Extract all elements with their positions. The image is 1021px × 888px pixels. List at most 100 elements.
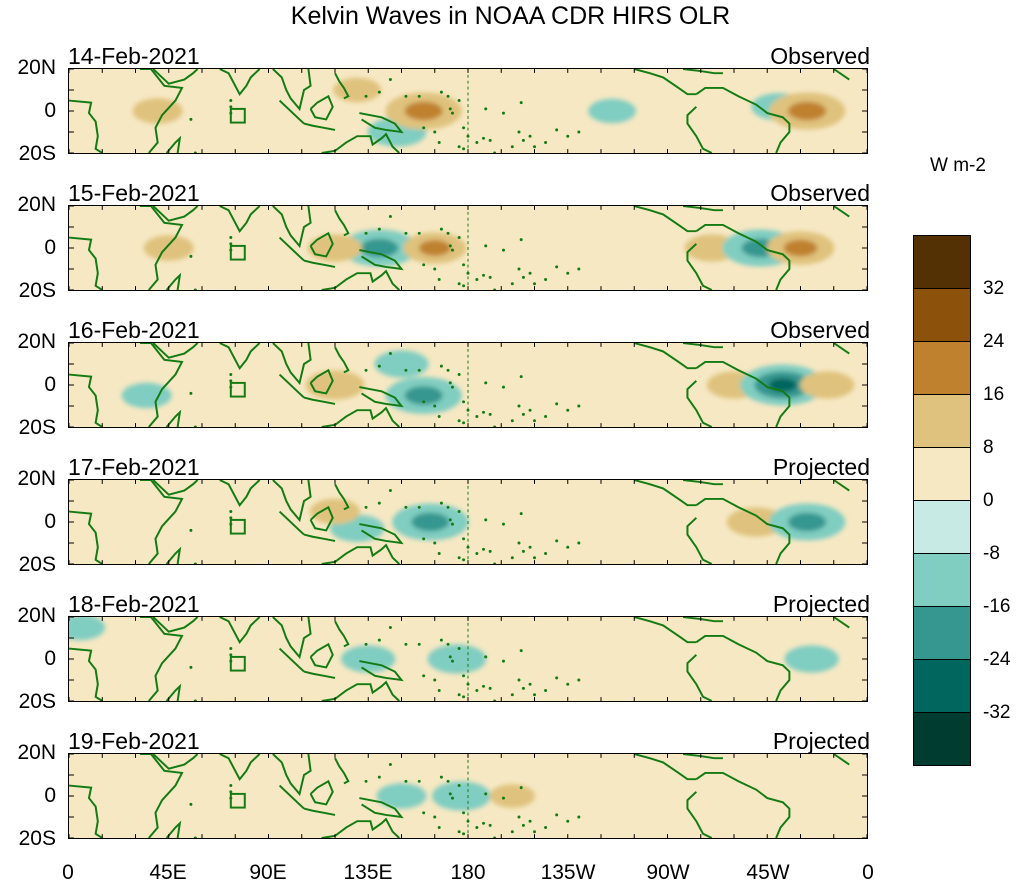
latitude-label: 0: [44, 647, 56, 670]
island-dot: [189, 665, 193, 669]
south-america-coast: [695, 771, 791, 838]
map-panel: 17-Feb-2021 Projected 20N 0 20S: [0, 454, 900, 590]
island-dot: [377, 90, 381, 94]
island-dot: [388, 763, 392, 766]
island-dot: [437, 415, 441, 418]
borneo-coast: [309, 779, 334, 806]
longitude-label: 90W: [646, 861, 690, 884]
panel-date: 19-Feb-2021: [68, 728, 200, 754]
island-dot: [229, 373, 233, 376]
island-dot: [544, 141, 548, 144]
island-dot: [501, 111, 505, 115]
southeast-asia-coast: [272, 206, 312, 249]
island-dot: [533, 556, 536, 560]
island-dot: [510, 419, 514, 423]
latitude-label: 20N: [17, 56, 56, 79]
island-dot: [519, 512, 523, 516]
island-dot: [229, 784, 233, 787]
latitude-label: 20N: [17, 330, 56, 353]
island-dot: [229, 653, 233, 657]
longitude-label: 180: [450, 861, 486, 884]
south-america-west-coast: [686, 517, 713, 564]
borneo-coast: [309, 231, 334, 258]
island-dot: [404, 94, 408, 98]
prime-meridian-coast: [833, 617, 850, 629]
new-guinea-coast: [359, 249, 404, 271]
olr-anomaly-field: [69, 206, 867, 290]
island-dot: [189, 802, 193, 806]
island-dot: [457, 556, 461, 560]
longitude-label: 45E: [149, 861, 187, 884]
island-dot: [422, 674, 426, 678]
island-dot: [555, 676, 559, 680]
madagascar-coast: [165, 683, 182, 701]
island-dot: [193, 699, 197, 701]
panel-date: 14-Feb-2021: [68, 43, 200, 69]
island-dot: [229, 659, 233, 663]
latitude-label: 0: [44, 373, 56, 396]
island-dot: [488, 823, 492, 827]
colorbar-swatch: [913, 606, 971, 660]
colorbar-swatch: [913, 447, 971, 501]
island-dot: [388, 489, 392, 492]
olr-anomaly-contour: [783, 239, 818, 257]
region-box: [229, 518, 246, 535]
olr-anomaly-contour: [307, 234, 363, 262]
central-america-coast: [634, 69, 697, 96]
east-africa-coast: [139, 754, 184, 838]
java-coast: [303, 807, 336, 816]
island-dot: [433, 267, 437, 271]
latitude-label: 20S: [18, 416, 56, 439]
africa-coast: [69, 510, 103, 564]
africa-coast: [69, 99, 103, 153]
india-coast: [219, 617, 261, 645]
central-america-coast: [634, 480, 697, 507]
caribbean-islands-coast: [682, 754, 723, 760]
south-america-west-coast: [686, 380, 713, 427]
longitude-label: 0: [62, 861, 74, 884]
olr-anomaly-contour: [305, 370, 365, 400]
island-dot: [364, 505, 368, 509]
island-dot: [422, 126, 426, 130]
south-america-coast: [695, 634, 791, 701]
prime-meridian-coast: [833, 343, 850, 355]
island-dot: [528, 819, 532, 823]
island-dot: [433, 541, 437, 545]
island-dot: [555, 128, 559, 132]
india-coast: [219, 206, 261, 234]
panel-date: 16-Feb-2021: [68, 317, 200, 343]
colorbar-label: -24: [983, 649, 1011, 670]
longitude-label: 0: [862, 861, 874, 884]
island-dot: [462, 126, 466, 130]
island-dot: [457, 784, 461, 787]
island-dot: [229, 796, 233, 800]
island-dot: [417, 368, 421, 372]
island-dot: [466, 545, 470, 549]
panel-status: Projected: [772, 454, 870, 480]
island-dot: [404, 505, 408, 509]
island-dot: [533, 693, 536, 697]
east-africa-coast: [139, 206, 184, 290]
madagascar-coast: [165, 135, 182, 153]
island-dot: [484, 107, 488, 111]
olr-anomaly-contour: [143, 235, 194, 261]
island-dot: [555, 402, 559, 406]
island-dot: [189, 528, 193, 532]
sumatra-coast: [278, 236, 305, 262]
region-box: [229, 244, 246, 261]
olr-anomaly-contour: [799, 371, 855, 399]
island-dot: [521, 686, 525, 690]
olr-anomaly-contour: [69, 617, 106, 641]
island-dot: [457, 99, 461, 102]
island-dot: [555, 265, 559, 269]
island-dot: [466, 271, 470, 275]
island-dot: [448, 381, 452, 385]
olr-anomaly-contour: [404, 386, 443, 405]
island-dot: [433, 815, 437, 819]
island-dot: [193, 425, 197, 427]
east-africa-coast: [139, 69, 184, 153]
olr-anomaly-map: [68, 205, 868, 291]
island-dot: [388, 215, 392, 218]
borneo-coast: [309, 642, 334, 669]
island-dot: [457, 647, 461, 650]
